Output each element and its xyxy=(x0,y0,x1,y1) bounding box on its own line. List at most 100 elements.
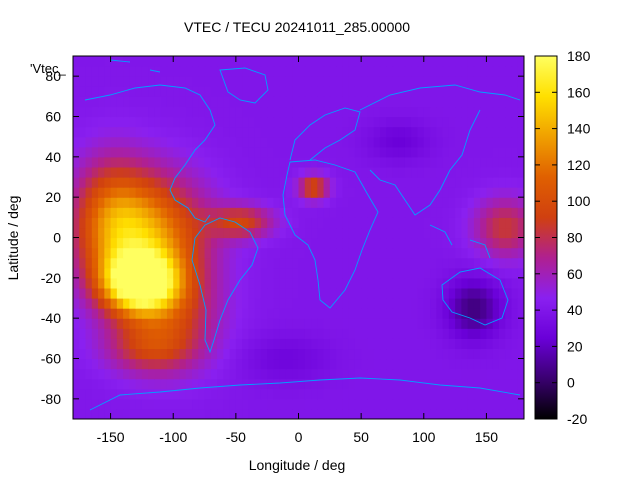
heatmap-cell xyxy=(217,237,224,249)
heatmap-cell xyxy=(392,197,400,208)
heatmap-cell xyxy=(85,328,93,339)
heatmap-cell xyxy=(135,106,143,118)
heatmap-cell xyxy=(417,408,425,419)
heatmap-cell xyxy=(367,156,375,168)
heatmap-cell xyxy=(148,86,156,97)
heatmap-cell xyxy=(373,318,381,329)
heatmap-cell xyxy=(104,277,112,289)
heatmap-cell xyxy=(348,378,356,390)
heatmap-cell xyxy=(242,257,249,269)
heatmap-cell xyxy=(267,318,275,329)
heatmap-cell xyxy=(179,76,187,87)
heatmap-cell xyxy=(329,116,337,128)
heatmap-cell xyxy=(329,76,337,87)
heatmap-cell xyxy=(192,66,199,77)
heatmap-cell xyxy=(336,348,343,360)
heatmap-cell xyxy=(430,166,437,178)
heatmap-cell xyxy=(141,267,149,279)
heatmap-cell xyxy=(329,378,337,390)
heatmap-cell xyxy=(317,338,325,350)
heatmap-cell xyxy=(461,166,469,178)
heatmap-cell xyxy=(461,398,469,410)
heatmap-cell xyxy=(492,378,500,390)
heatmap-cell xyxy=(386,217,394,229)
heatmap-cell xyxy=(141,348,149,360)
heatmap-cell xyxy=(486,237,494,249)
heatmap-cell xyxy=(179,308,187,319)
heatmap-cell xyxy=(135,136,143,148)
heatmap-cell xyxy=(285,267,293,279)
heatmap-cell xyxy=(198,348,206,360)
heatmap-cell xyxy=(492,328,500,339)
heatmap-cell xyxy=(279,237,287,249)
heatmap-cell xyxy=(192,287,199,299)
heatmap-cell xyxy=(235,247,243,259)
heatmap-cell xyxy=(173,86,181,97)
heatmap-cell xyxy=(135,408,143,419)
heatmap-cell xyxy=(373,358,381,370)
heatmap-cell xyxy=(267,126,275,138)
heatmap-cell xyxy=(148,287,156,299)
heatmap-cell xyxy=(298,398,306,410)
heatmap-cell xyxy=(279,126,287,138)
heatmap-cell xyxy=(292,177,300,188)
heatmap-cell xyxy=(473,156,481,168)
heatmap-cell xyxy=(311,348,318,360)
heatmap-cell xyxy=(436,207,444,218)
heatmap-cell xyxy=(79,116,87,128)
heatmap-cell xyxy=(79,166,87,178)
heatmap-cell xyxy=(160,166,168,178)
heatmap-cell xyxy=(229,76,237,87)
heatmap-cell xyxy=(342,277,350,289)
heatmap-cell xyxy=(367,408,375,419)
heatmap-cell xyxy=(361,277,368,289)
heatmap-cell xyxy=(229,197,237,208)
heatmap-cell xyxy=(398,177,406,188)
heatmap-cell xyxy=(411,156,419,168)
heatmap-cell xyxy=(367,136,375,148)
colorbar-tick-label: 100 xyxy=(567,193,591,209)
heatmap-cell xyxy=(204,368,212,380)
heatmap-cell xyxy=(279,197,287,208)
heatmap-cell xyxy=(273,116,281,128)
heatmap-cell xyxy=(179,408,187,419)
heatmap-cell xyxy=(179,197,187,208)
heatmap-cell xyxy=(204,237,212,249)
heatmap-cell xyxy=(198,408,206,419)
heatmap-cell xyxy=(160,126,168,138)
heatmap-cell xyxy=(154,378,162,390)
heatmap-cell xyxy=(260,156,268,168)
heatmap-cell xyxy=(173,298,181,309)
heatmap-cell xyxy=(204,378,212,390)
heatmap-cell xyxy=(480,257,488,269)
heatmap-cell xyxy=(179,257,187,269)
heatmap-cell xyxy=(442,166,450,178)
heatmap-cell xyxy=(323,166,331,178)
heatmap-cell xyxy=(304,318,312,329)
heatmap-cell xyxy=(448,197,456,208)
heatmap-cell xyxy=(110,146,118,158)
heatmap-cell xyxy=(285,328,293,339)
heatmap-cell xyxy=(448,358,456,370)
heatmap-cell xyxy=(198,247,206,259)
heatmap-cell xyxy=(423,368,431,380)
heatmap-cell xyxy=(386,187,394,198)
heatmap-cell xyxy=(135,187,143,198)
heatmap-cell xyxy=(492,308,500,319)
heatmap-cell xyxy=(442,408,450,419)
heatmap-cell xyxy=(473,328,481,339)
heatmap-cell xyxy=(104,358,112,370)
heatmap-cell xyxy=(336,358,343,370)
heatmap-cell xyxy=(123,318,130,329)
heatmap-cell xyxy=(248,368,256,380)
heatmap-cell xyxy=(217,166,224,178)
heatmap-cell xyxy=(455,287,462,299)
heatmap-cell xyxy=(267,267,275,279)
heatmap-cell xyxy=(354,136,362,148)
heatmap-cell xyxy=(123,308,130,319)
heatmap-cell xyxy=(235,76,243,87)
heatmap-cell xyxy=(235,106,243,118)
heatmap-cell xyxy=(129,146,137,158)
heatmap-cell xyxy=(392,56,400,67)
heatmap-cell xyxy=(336,86,343,97)
